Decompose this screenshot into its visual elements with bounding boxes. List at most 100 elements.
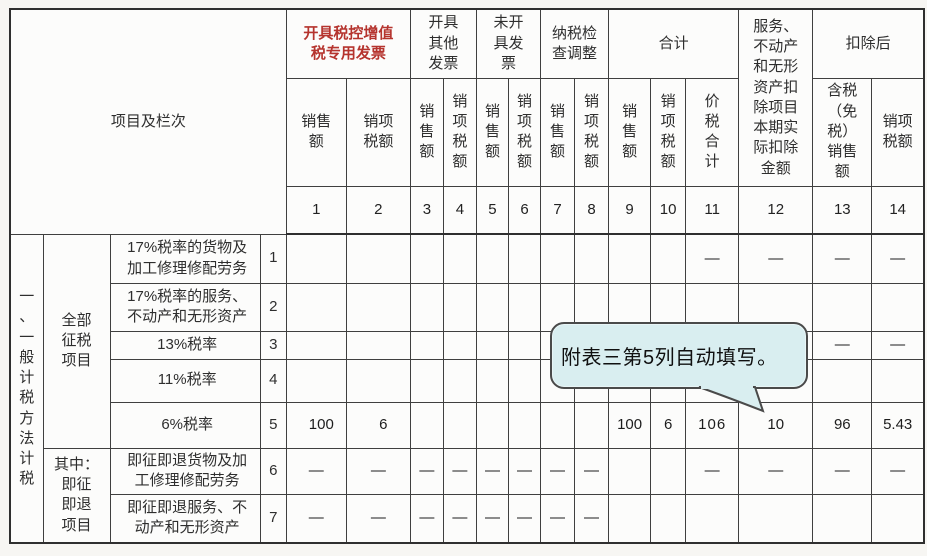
cell-r5c4[interactable] [442,401,477,449]
cell-r5c1[interactable]: 100 [285,401,347,449]
group-header-no-invoice: 未开 具发 票 [475,8,542,79]
col-number-6: 6 [507,185,542,235]
cell-r2c13[interactable] [812,282,873,332]
cell-r6c9[interactable] [608,447,652,495]
sub-header-col7: 销 售 额 [539,77,576,187]
cell-r6c5[interactable]: — [475,447,509,495]
col-number-11: 11 [685,185,740,235]
cell-r6c8[interactable]: — [574,447,610,495]
cell-r1c4[interactable] [442,233,477,284]
cell-r7c7[interactable]: — [539,493,576,544]
cell-r1c5[interactable] [475,233,509,284]
cell-r5c14[interactable]: 5.43 [871,401,925,449]
cell-r5c13[interactable]: 96 [812,401,873,449]
cell-r7c13[interactable] [812,493,873,544]
cell-r2c4[interactable] [442,282,477,332]
cell-r6c7[interactable]: — [539,447,576,495]
cell-r3c1[interactable] [285,330,347,360]
cell-r5c6[interactable] [507,401,542,449]
cell-r3c4[interactable] [442,330,477,360]
row-label-4: 11%税率 [109,358,261,403]
cell-r2c3[interactable] [409,282,444,332]
cell-r2c14[interactable] [871,282,925,332]
cell-r7c4[interactable]: — [442,493,477,544]
cell-r1c14[interactable]: — [871,233,925,284]
sub-header-col3: 销 售 额 [409,77,444,187]
cell-r7c6[interactable]: — [507,493,542,544]
cell-r2c5[interactable] [475,282,509,332]
cell-r5c10[interactable]: 6 [650,401,687,449]
cell-r7c9[interactable] [608,493,652,544]
cell-r6c2[interactable]: — [345,447,411,495]
cell-r2c1[interactable] [285,282,347,332]
cell-r1c13[interactable]: — [812,233,873,284]
cell-r4c13[interactable] [812,358,873,403]
cell-r7c1[interactable]: — [285,493,347,544]
cell-r7c2[interactable]: — [345,493,411,544]
cell-r2c2[interactable] [345,282,411,332]
cell-r3c14[interactable]: — [871,330,925,360]
cell-r3c3[interactable] [409,330,444,360]
cell-r3c6[interactable] [507,330,542,360]
sub-header-col11: 价 税 合 计 [685,77,740,187]
cell-r5c8[interactable] [574,401,610,449]
cell-r6c6[interactable]: — [507,447,542,495]
cell-r1c7[interactable] [539,233,576,284]
sub-header-col2: 销项 税额 [345,77,411,187]
row-number-1: 1 [259,233,287,284]
cell-r1c2[interactable] [345,233,411,284]
cell-r3c5[interactable] [475,330,509,360]
cell-r7c3[interactable]: — [409,493,444,544]
cell-r6c13[interactable]: — [812,447,873,495]
callout-bubble: 附表三第5列自动填写。 [550,322,808,418]
col-number-10: 10 [650,185,687,235]
sub-header-col10: 销 项 税 额 [650,77,687,187]
cell-r4c14[interactable] [871,358,925,403]
cell-r2c6[interactable] [507,282,542,332]
cell-r4c5[interactable] [475,358,509,403]
cell-r5c5[interactable] [475,401,509,449]
cell-r1c12[interactable]: — [738,233,814,284]
cell-r5c12[interactable]: 10 [738,401,814,449]
cell-r6c3[interactable]: — [409,447,444,495]
cell-r1c1[interactable] [285,233,347,284]
cell-r7c8[interactable]: — [574,493,610,544]
cell-r5c9[interactable]: 100 [608,401,652,449]
group-header-service-deduction: 服务、 不动产 和无形 资产扣 除项目 本期实 际扣除 金额 [738,8,814,187]
cell-r1c9[interactable] [608,233,652,284]
cell-r7c5[interactable]: — [475,493,509,544]
cell-r6c10[interactable] [650,447,687,495]
cell-r1c3[interactable] [409,233,444,284]
header-group-row: 项目及栏次 开具税控增值 税专用发票 开具 其他 发票 未开 具发 票 纳税检 … [9,8,925,235]
row-number-6: 6 [259,447,287,495]
cell-r1c6[interactable] [507,233,542,284]
cell-r7c11[interactable] [685,493,740,544]
cell-r1c8[interactable] [574,233,610,284]
cell-r4c6[interactable] [507,358,542,403]
cell-r3c2[interactable] [345,330,411,360]
cell-r6c11[interactable]: — [685,447,740,495]
corner-header: 项目及栏次 [9,8,287,235]
cell-r4c3[interactable] [409,358,444,403]
cell-r6c4[interactable]: — [442,447,477,495]
cell-r1c11[interactable]: — [685,233,740,284]
cell-r4c1[interactable] [285,358,347,403]
cell-r6c14[interactable]: — [871,447,925,495]
cell-r4c2[interactable] [345,358,411,403]
cell-r6c12[interactable]: — [738,447,814,495]
cell-r5c2[interactable]: 6 [345,401,411,449]
col-number-9: 9 [608,185,652,235]
cell-r3c13[interactable]: — [812,330,873,360]
cell-r4c4[interactable] [442,358,477,403]
group-header-after-deduction: 扣除后 [812,8,925,79]
cell-r1c10[interactable] [650,233,687,284]
cell-r7c12[interactable] [738,493,814,544]
callout-tail-icon [698,386,765,413]
cell-r7c10[interactable] [650,493,687,544]
cell-r6c1[interactable]: — [285,447,347,495]
col-number-8: 8 [574,185,610,235]
table-row-7: 即征即退服务、不 动产和无形资产 7 — — — — — — — — [10,493,925,544]
cell-r7c14[interactable] [871,493,925,544]
cell-r5c3[interactable] [409,401,444,449]
